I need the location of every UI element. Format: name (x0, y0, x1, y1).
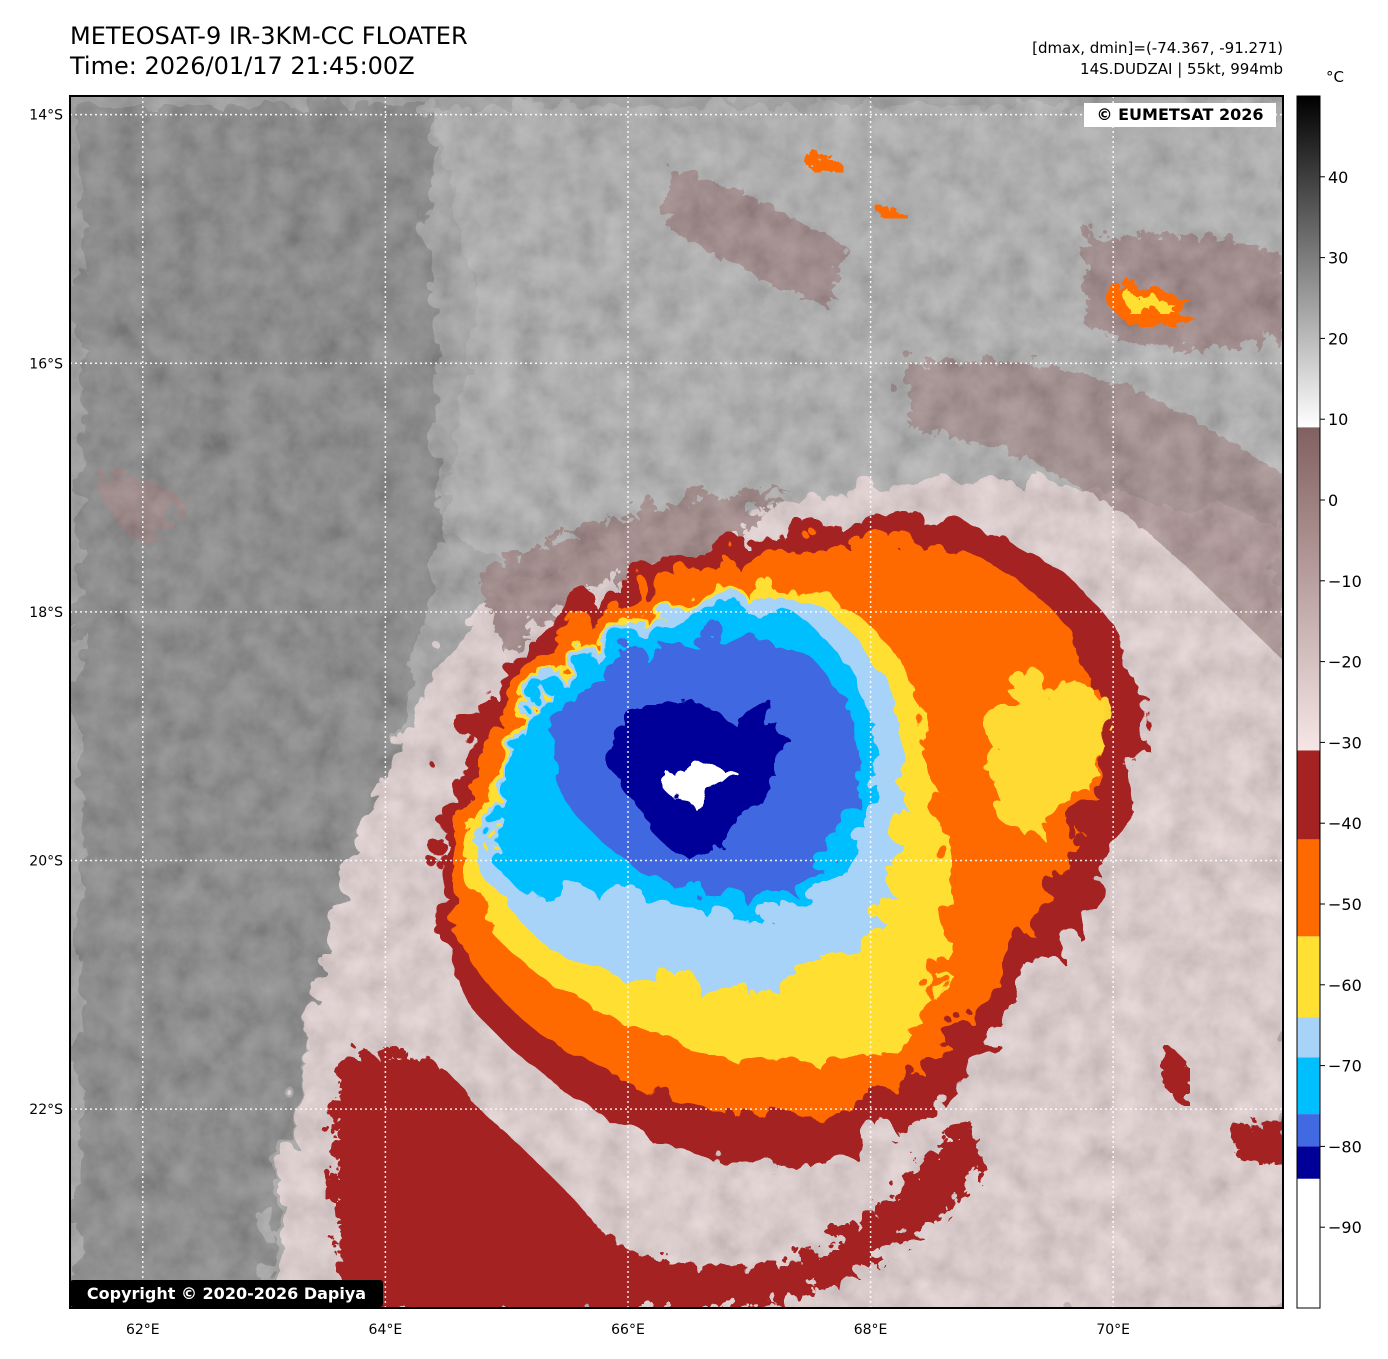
lat-tick-label: 22°S (29, 1102, 63, 1118)
colorbar-unit: °C (1326, 68, 1344, 86)
lat-tick-label: 18°S (29, 605, 63, 621)
colorbar-gradient-segment (1297, 96, 1320, 428)
colorbar-tick-label: −10 (1328, 572, 1362, 591)
colorbar-tick-label: −90 (1328, 1218, 1362, 1237)
colorbar-tick-label: −30 (1328, 733, 1362, 752)
colorbar-tick-label: −80 (1328, 1137, 1362, 1156)
lat-tick-label: 14°S (29, 108, 63, 124)
lon-tick-label: 70°E (1096, 1322, 1130, 1338)
map-frame (69, 95, 1284, 1309)
colorbar-tick-label: 40 (1328, 168, 1348, 187)
dapiya-copyright: Copyright © 2020-2026 Dapiya (70, 1280, 383, 1307)
lat-tick-label: 20°S (29, 853, 63, 869)
lon-tick-label: 62°E (126, 1322, 160, 1338)
map-imagery (70, 96, 1283, 1308)
colorbar-band (1297, 936, 1320, 1018)
colorbar-band (1297, 1057, 1320, 1115)
lon-tick-label: 64°E (369, 1322, 403, 1338)
colorbar-tick-label: −20 (1328, 653, 1362, 672)
eumetsat-watermark: © EUMETSAT 2026 (1084, 103, 1276, 127)
storm-info: 14S.DUDZAI | 55kt, 994mb (1080, 60, 1283, 78)
colorbar-band (1297, 1146, 1320, 1179)
colorbar-band (1297, 1017, 1320, 1058)
chart-time: Time: 2026/01/17 21:45:00Z (70, 52, 415, 80)
chart-title: METEOSAT-9 IR-3KM-CC FLOATER (70, 22, 468, 50)
colorbar-tick-label: −40 (1328, 814, 1362, 833)
colorbar-band (1297, 1178, 1320, 1308)
colorbar-tick-label: 20 (1328, 329, 1348, 348)
colorbar-tick-label: −70 (1328, 1057, 1362, 1076)
colorbar-tick-label: 30 (1328, 249, 1348, 268)
range-info: [dmax, dmin]=(-74.367, -91.271) (1032, 39, 1283, 57)
lon-tick-label: 68°E (854, 1322, 888, 1338)
colorbar-band (1297, 750, 1320, 840)
colorbar-tick-label: −60 (1328, 976, 1362, 995)
colorbar: 40 30 20 10 0 −10 −20 −30 −40 −50 −60 −70 −80 −90 (1296, 95, 1362, 1309)
lat-tick-label: 16°S (29, 356, 63, 372)
colorbar-band (1297, 1114, 1320, 1147)
colorbar-tick-label: −50 (1328, 895, 1362, 914)
colorbar-frame (1296, 95, 1321, 1309)
colorbar-gradient-segment (1297, 427, 1320, 751)
colorbar-tick-label: 0 (1328, 491, 1338, 510)
lon-tick-label: 66°E (611, 1322, 645, 1338)
colorbar-band (1297, 839, 1320, 937)
storm-cloud (430, 510, 1135, 1155)
colorbar-tick-label: 10 (1328, 410, 1348, 429)
axis-ticks: 62°E 64°E 66°E 68°E 70°E 14°S 16°S 18°S 20°S 22°S (29, 108, 1130, 1338)
map-gridlines (70, 96, 1283, 1308)
